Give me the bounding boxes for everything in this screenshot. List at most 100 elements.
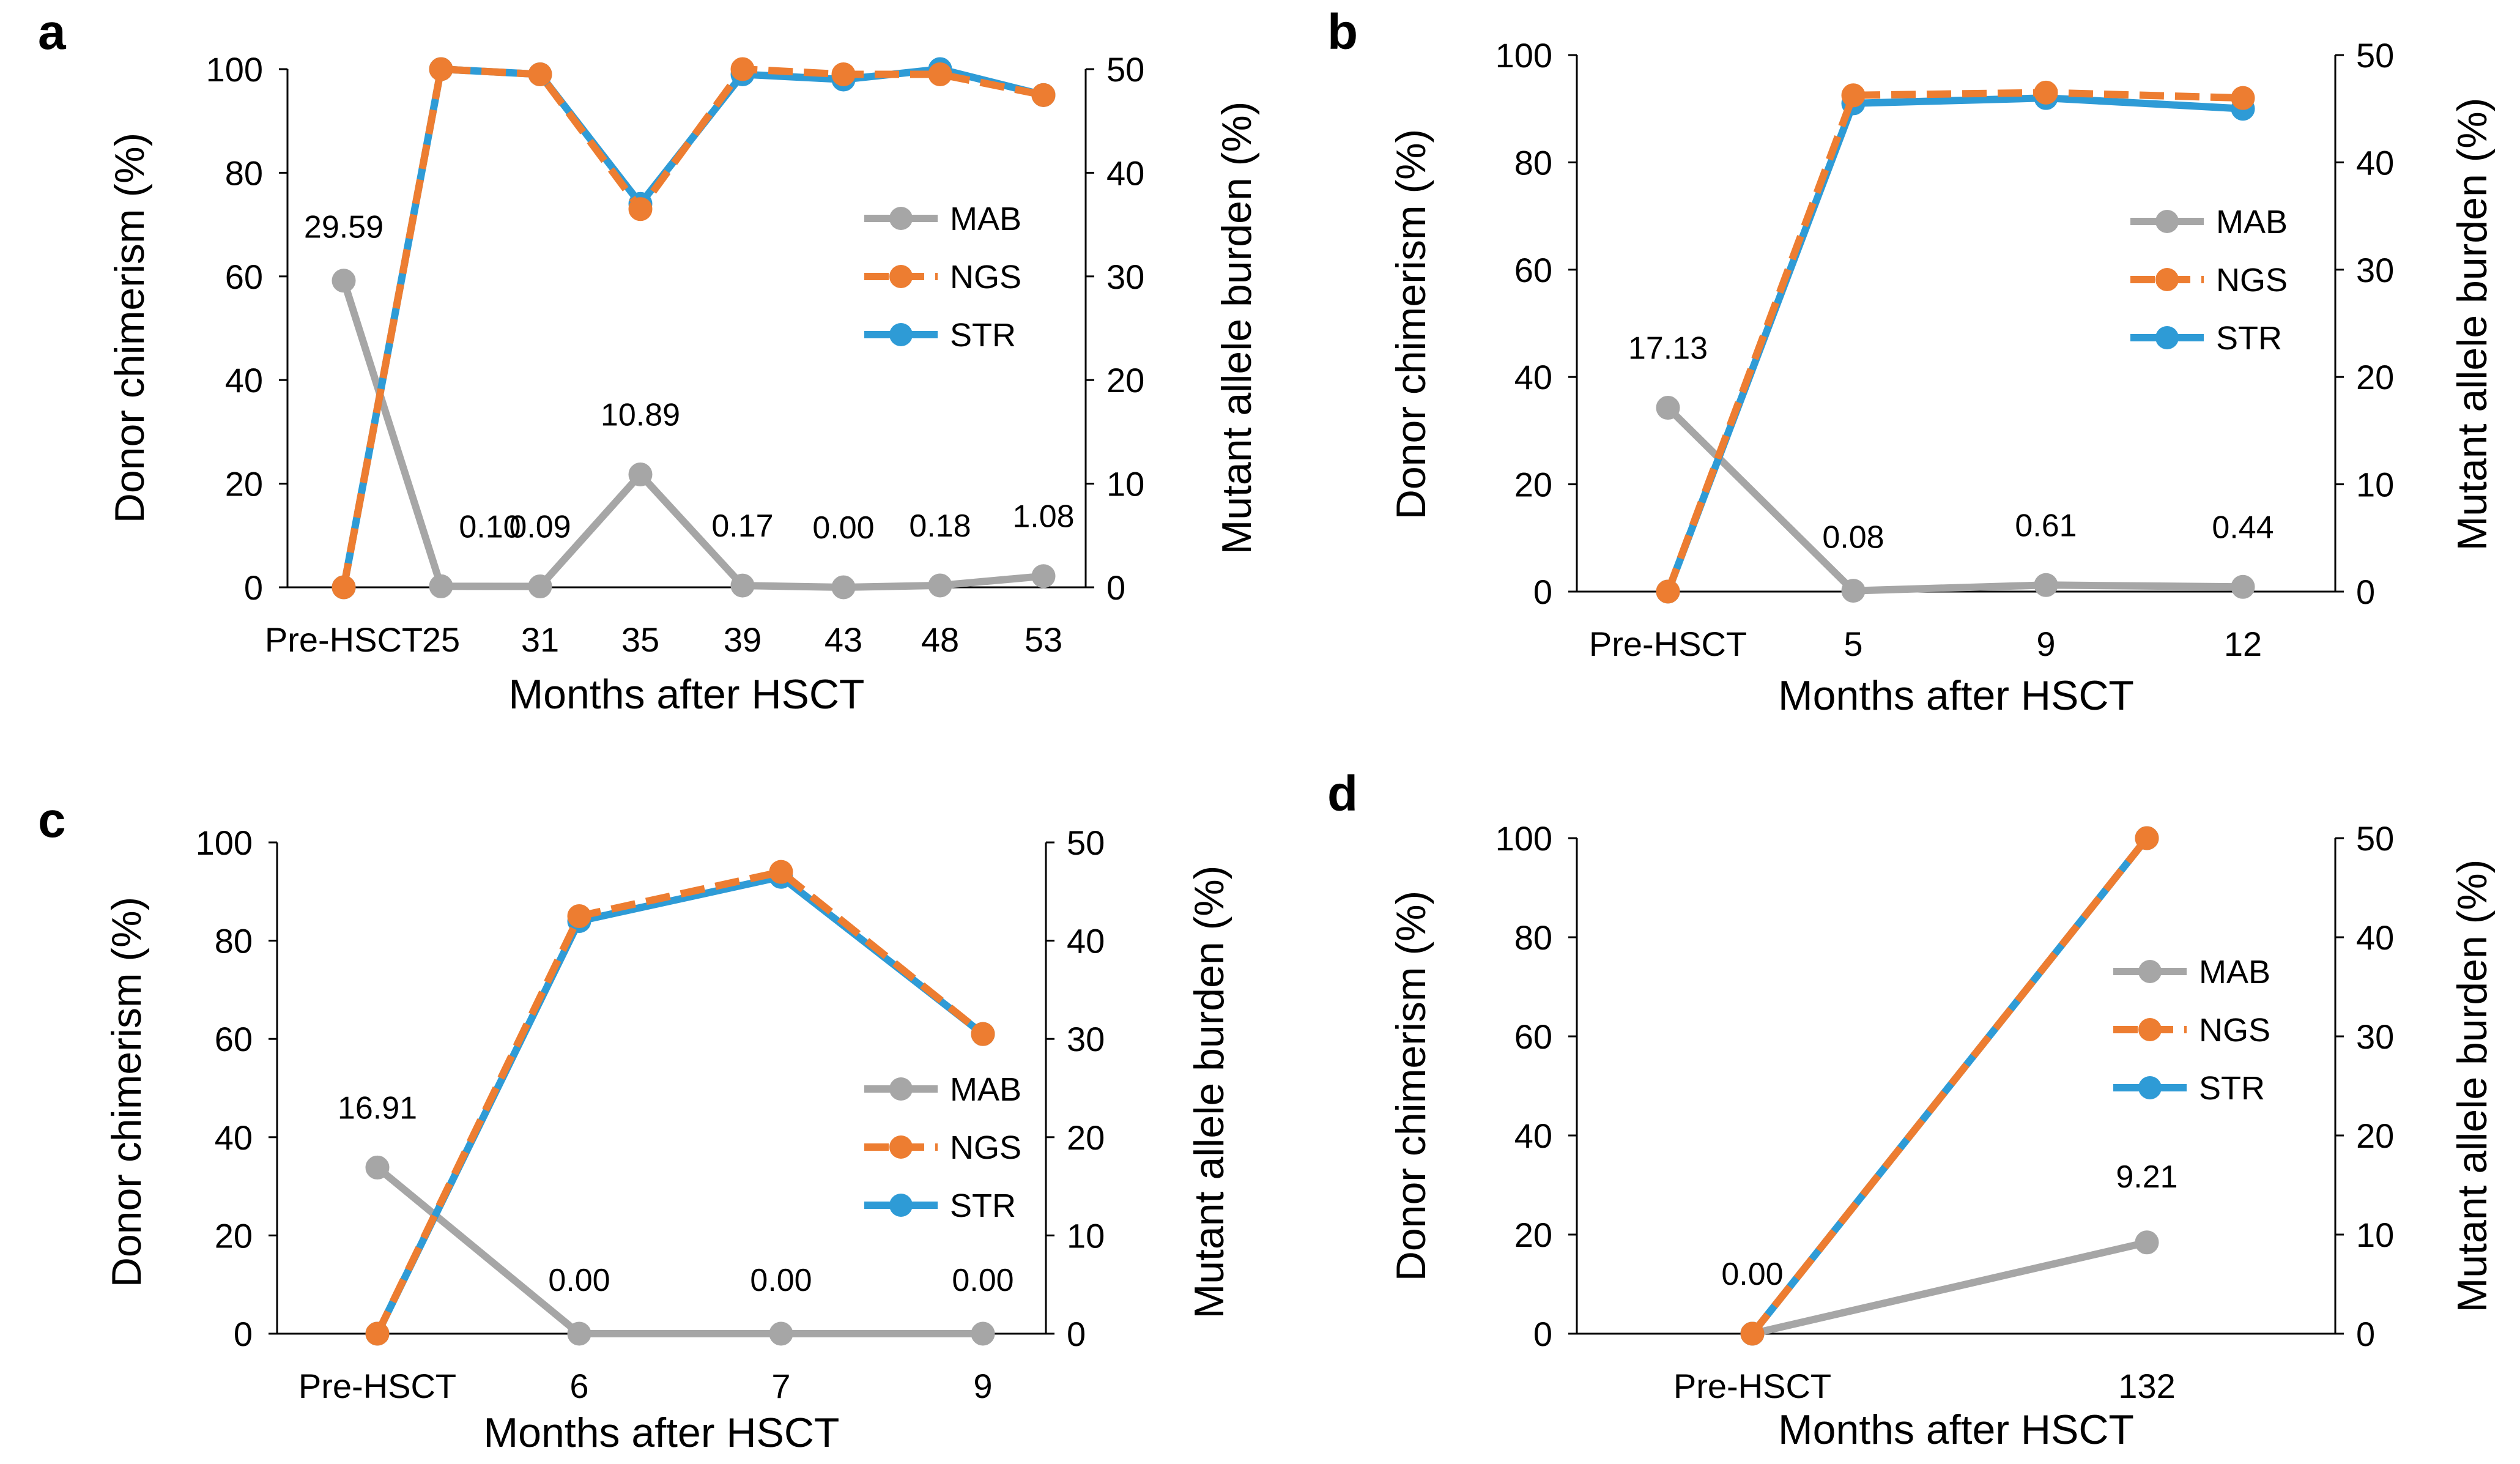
data-point-mab (628, 463, 653, 487)
legend-label-ngs: NGS (2199, 1012, 2270, 1049)
right-tick-label: 20 (2356, 1117, 2394, 1155)
data-label-mab: 17.13 (1628, 331, 1708, 366)
data-point-ngs (1740, 1321, 1765, 1346)
x-tick-label: 12 (2224, 625, 2262, 663)
data-label-mab: 29.59 (304, 210, 384, 245)
x-axis-title: Months after HSCT (1778, 1406, 2134, 1453)
legend-marker-ngs (2138, 1018, 2162, 1041)
data-point-mab (429, 574, 453, 598)
series-line-mab (340, 279, 1044, 591)
right-y-axis-title: Mutant allele burden (%) (2449, 860, 2496, 1313)
right-tick-label: 10 (2356, 1216, 2394, 1254)
data-label-mab: 0.00 (548, 1263, 610, 1298)
right-tick-label: 30 (2356, 1017, 2394, 1056)
legend-marker-mab (889, 1077, 913, 1101)
left-tick-label: 0 (234, 1315, 253, 1353)
legend-marker-str (2155, 326, 2179, 349)
legend-marker-ngs (2155, 268, 2179, 291)
left-tick-label: 40 (225, 361, 263, 399)
legend-label-ngs: NGS (950, 1129, 1021, 1166)
data-point-mab (928, 573, 952, 598)
legend-label-ngs: NGS (2216, 262, 2288, 299)
data-point-ngs (567, 904, 591, 928)
series-line-ngs (340, 65, 1045, 589)
x-tick-label: 35 (621, 620, 659, 659)
legend-marker-mab (2155, 210, 2179, 233)
data-point-mab (1031, 564, 1056, 589)
data-label-mab: 16.91 (338, 1090, 417, 1126)
data-point-mab (730, 573, 755, 598)
data-label-mab: 0.10 (459, 509, 521, 544)
data-point-mab (831, 575, 856, 600)
data-point-mab (567, 1321, 591, 1346)
data-point-mab (2135, 1230, 2159, 1255)
x-tick-label: 39 (724, 620, 762, 659)
left-tick-label: 80 (225, 154, 263, 192)
left-tick-label: 40 (1514, 358, 1552, 396)
data-label-mab: 0.17 (711, 508, 773, 544)
left-tick-label: 0 (1533, 1315, 1552, 1353)
series-line-mab (375, 1164, 983, 1337)
left-tick-label: 0 (1533, 573, 1552, 611)
legend-label-mab: MAB (2216, 204, 2288, 240)
data-label-mab: 0.00 (1721, 1257, 1783, 1292)
data-label-mab: 0.44 (2212, 510, 2274, 545)
data-point-ngs (2135, 826, 2159, 850)
right-tick-label: 30 (1067, 1020, 1105, 1058)
right-tick-label: 20 (2356, 358, 2394, 396)
right-tick-label: 20 (1106, 361, 1144, 399)
left-tick-label: 60 (1514, 1017, 1552, 1056)
right-tick-label: 0 (1067, 1315, 1086, 1353)
series-line-mab (1665, 405, 2244, 595)
panel-letter: a (38, 4, 67, 60)
series-line-ngs (1664, 89, 2244, 593)
panel-b: b 0 20 40 60 80 100 0 10 20 30 40 50 Pre-HSCT 5 9 12 Mont… (1327, 4, 2496, 719)
data-point-ngs (628, 197, 653, 221)
x-tick-label: Pre-HSCT (265, 620, 423, 659)
right-tick-label: 30 (2356, 251, 2394, 289)
right-tick-label: 10 (1106, 465, 1144, 503)
right-tick-label: 0 (1106, 568, 1125, 607)
right-tick-label: 10 (1067, 1216, 1105, 1255)
data-point-ngs (730, 57, 755, 81)
right-tick-label: 40 (1067, 922, 1105, 961)
data-point-ngs (971, 1022, 995, 1046)
data-point-ngs (528, 62, 552, 86)
legend-marker-str (889, 323, 913, 346)
x-tick-label: 7 (771, 1367, 790, 1405)
data-point-mab (528, 574, 552, 598)
data-label-mab: 1.08 (1012, 499, 1074, 535)
left-tick-label: 0 (244, 568, 263, 607)
x-axis-title: Months after HSCT (509, 671, 865, 718)
left-tick-label: 80 (1514, 918, 1552, 957)
x-tick-label: 9 (973, 1367, 992, 1405)
legend-marker-ngs (889, 265, 913, 288)
left-tick-label: 100 (206, 50, 263, 89)
x-tick-label: 48 (921, 620, 959, 659)
data-point-ngs (365, 1321, 390, 1346)
panel-d: d 0 20 40 60 80 100 0 10 20 30 40 50 Pre-HSCT 132Month… (1327, 766, 2496, 1453)
left-tick-label: 60 (215, 1020, 253, 1058)
data-label-mab: 0.61 (2015, 508, 2077, 543)
data-label-mab: 0.18 (909, 508, 971, 544)
left-tick-label: 20 (225, 465, 263, 503)
data-point-ngs (1031, 83, 1056, 107)
x-tick-label: Pre-HSCT (1589, 625, 1747, 663)
data-label-mab: 0.00 (812, 510, 874, 546)
x-tick-label: 43 (825, 620, 862, 659)
x-tick-label: 5 (1844, 625, 1862, 663)
data-point-mab (365, 1155, 390, 1180)
legend-label-mab: MAB (950, 1071, 1021, 1108)
series-line-str (1664, 94, 2244, 593)
legend-label-mab: MAB (950, 201, 1021, 237)
right-tick-label: 50 (2356, 819, 2394, 858)
data-point-mab (1656, 396, 1680, 420)
data-label-mab: 0.08 (1822, 520, 1884, 556)
left-tick-label: 100 (1495, 819, 1552, 858)
x-tick-label: Pre-HSCT (1673, 1367, 1831, 1405)
data-point-ngs (769, 860, 793, 884)
right-tick-label: 40 (2356, 918, 2394, 957)
left-tick-label: 60 (1514, 251, 1552, 289)
